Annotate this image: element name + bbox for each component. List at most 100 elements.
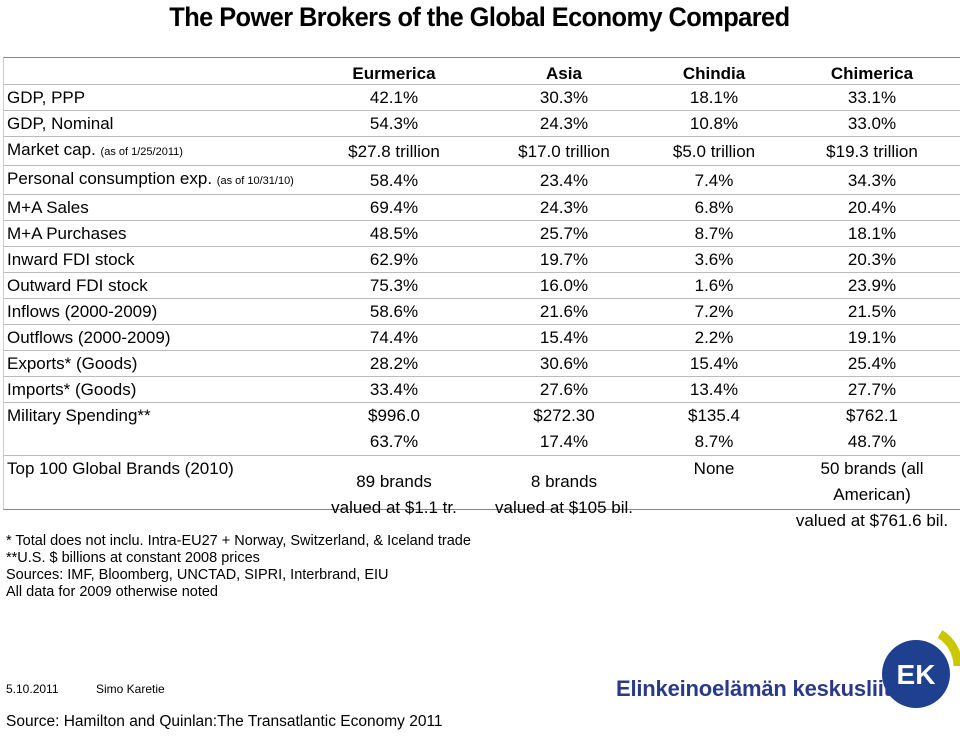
logo-circle bbox=[882, 640, 950, 708]
header-chindia: Chindia bbox=[644, 58, 784, 85]
cell-eurmerica: 54.3% bbox=[304, 110, 484, 137]
cell-eurmerica: 62.9% bbox=[304, 246, 484, 273]
footnote: **U.S. $ billions at constant 2008 price… bbox=[6, 550, 260, 566]
cell-asia: 16.0% bbox=[484, 272, 644, 299]
cell-chindia: 18.1% bbox=[644, 84, 784, 111]
table-row: Outward FDI stock 75.3% 16.0% 1.6% 23.9% bbox=[4, 272, 960, 299]
cell-chindia: 6.8% bbox=[644, 194, 784, 221]
row-label: Market cap. bbox=[7, 140, 96, 159]
row-label: Imports* (Goods) bbox=[7, 380, 137, 399]
header-asia: Asia bbox=[484, 58, 644, 85]
cell-chimerica: 18.1% bbox=[784, 220, 960, 247]
cell-chindia: $135.4 8.7% bbox=[644, 402, 784, 456]
table-row: GDP, Nominal 54.3% 24.3% 10.8% 33.0% bbox=[4, 110, 960, 137]
comparison-table: Eurmerica Asia Chindia Chimerica GDP, PP… bbox=[3, 57, 960, 530]
table-row: Inflows (2000-2009) 58.6% 21.6% 7.2% 21.… bbox=[4, 298, 960, 325]
table-row-military: Military Spending** $996.0 63.7% $272.30 1… bbox=[4, 402, 960, 456]
row-label: Personal consumption exp. bbox=[7, 169, 213, 188]
header-chimerica: Chimerica bbox=[784, 58, 960, 85]
cell-chimerica: $19.3 trillion bbox=[784, 136, 960, 166]
cell-eurmerica: 33.4% bbox=[304, 376, 484, 403]
ek-logo: EK bbox=[882, 630, 960, 708]
cell-eurmerica: $27.8 trillion bbox=[304, 136, 484, 166]
table-row: GDP, PPP 42.1% 30.3% 18.1% 33.1% bbox=[4, 84, 960, 111]
cell-asia: 19.7% bbox=[484, 246, 644, 273]
cell-asia: 30.6% bbox=[484, 350, 644, 377]
table-row: Inward FDI stock 62.9% 19.7% 3.6% 20.3% bbox=[4, 246, 960, 273]
table-row: M+A Purchases 48.5% 25.7% 8.7% 18.1% bbox=[4, 220, 960, 247]
row-label: Outflows (2000-2009) bbox=[7, 328, 171, 347]
cell-chimerica: 19.1% bbox=[784, 324, 960, 351]
row-label: Exports* (Goods) bbox=[7, 354, 138, 373]
row-note: (as of 1/25/2011) bbox=[100, 146, 183, 158]
cell-chimerica: 34.3% bbox=[784, 165, 960, 195]
organization-name: Elinkeinoelämän keskusliitto bbox=[616, 676, 912, 701]
cell-asia: 24.3% bbox=[484, 194, 644, 221]
footer-source: Source: Hamilton and Quinlan:The Transat… bbox=[6, 713, 443, 730]
table-row: Imports* (Goods) 33.4% 27.6% 13.4% 27.7% bbox=[4, 376, 960, 403]
cell-eurmerica: 48.5% bbox=[304, 220, 484, 247]
cell-chimerica: 25.4% bbox=[784, 350, 960, 377]
cell-chimerica: 20.4% bbox=[784, 194, 960, 221]
row-label: M+A Purchases bbox=[7, 224, 127, 243]
cell-asia: $17.0 trillion bbox=[484, 136, 644, 166]
cell-asia: 27.6% bbox=[484, 376, 644, 403]
table-row: M+A Sales 69.4% 24.3% 6.8% 20.4% bbox=[4, 194, 960, 221]
cell-eurmerica: 42.1% bbox=[304, 84, 484, 111]
cell-chimerica: $762.1 48.7% bbox=[784, 402, 960, 456]
cell-asia: 24.3% bbox=[484, 110, 644, 137]
row-label: GDP, PPP bbox=[7, 88, 86, 107]
cell-chindia: None bbox=[693, 459, 735, 478]
logo-text: EK bbox=[897, 659, 936, 690]
footnote: * Total does not inclu. Intra-EU27 + Nor… bbox=[6, 533, 471, 549]
cell-asia: 21.6% bbox=[484, 298, 644, 325]
cell-asia: 15.4% bbox=[484, 324, 644, 351]
table-row-brands: Top 100 Global Brands (2010) 89 brands va… bbox=[4, 456, 960, 535]
cell-asia: $272.30 17.4% bbox=[484, 402, 644, 456]
cell-chimerica: 23.9% bbox=[784, 272, 960, 299]
cell-chindia: 8.7% bbox=[644, 220, 784, 247]
cell-chimerica: 21.5% bbox=[784, 298, 960, 325]
cell-eurmerica: 75.3% bbox=[304, 272, 484, 299]
cell-chimerica: 33.0% bbox=[784, 110, 960, 137]
row-label: M+A Sales bbox=[7, 198, 89, 217]
row-label: Outward FDI stock bbox=[7, 276, 148, 295]
cell-chindia: 3.6% bbox=[644, 246, 784, 273]
row-label: Inward FDI stock bbox=[7, 250, 135, 269]
row-note: (as of 10/31/10) bbox=[216, 175, 294, 187]
cell-chimerica: 33.1% bbox=[784, 84, 960, 111]
cell-asia: 23.4% bbox=[484, 165, 644, 195]
table-header-row: Eurmerica Asia Chindia Chimerica bbox=[4, 58, 960, 85]
cell-eurmerica: 28.2% bbox=[304, 350, 484, 377]
cell-chindia: 2.2% bbox=[644, 324, 784, 351]
footer-date: 5.10.2011 bbox=[6, 682, 59, 696]
footnote: Sources: IMF, Bloomberg, UNCTAD, SIPRI, … bbox=[6, 567, 389, 583]
row-label: Military Spending** bbox=[7, 406, 151, 425]
cell-chindia: 10.8% bbox=[644, 110, 784, 137]
cell-chindia: 7.2% bbox=[644, 298, 784, 325]
row-label: GDP, Nominal bbox=[7, 114, 114, 133]
cell-chindia: $5.0 trillion bbox=[644, 136, 784, 166]
cell-eurmerica: 89 brands valued at $1.1 tr. bbox=[331, 472, 457, 517]
row-label: Top 100 Global Brands (2010) bbox=[7, 459, 234, 478]
cell-chindia: 15.4% bbox=[644, 350, 784, 377]
header-eurmerica: Eurmerica bbox=[304, 58, 484, 85]
cell-chindia: 1.6% bbox=[644, 272, 784, 299]
cell-asia: 25.7% bbox=[484, 220, 644, 247]
cell-eurmerica: $996.0 63.7% bbox=[304, 402, 484, 456]
cell-chindia: 13.4% bbox=[644, 376, 784, 403]
row-label: Inflows (2000-2009) bbox=[7, 302, 158, 321]
header-label-column bbox=[4, 58, 304, 85]
footnotes: * Total does not inclu. Intra-EU27 + Nor… bbox=[6, 533, 471, 601]
table-row: Personal consumption exp. (as of 10/31/1… bbox=[4, 165, 960, 195]
cell-chimerica: 20.3% bbox=[784, 246, 960, 273]
cell-eurmerica: 74.4% bbox=[304, 324, 484, 351]
cell-eurmerica: 58.6% bbox=[304, 298, 484, 325]
page-title: The Power Brokers of the Global Economy … bbox=[169, 2, 790, 32]
cell-chimerica: 50 brands (all American) valued at $761.6… bbox=[795, 459, 949, 530]
cell-chimerica: 27.7% bbox=[784, 376, 960, 403]
table-row: Exports* (Goods) 28.2% 30.6% 15.4% 25.4% bbox=[4, 350, 960, 377]
cell-asia: 30.3% bbox=[484, 84, 644, 111]
cell-asia: 8 brands valued at $105 bil. bbox=[495, 472, 633, 517]
footer-author: Simo Karetie bbox=[96, 682, 165, 696]
